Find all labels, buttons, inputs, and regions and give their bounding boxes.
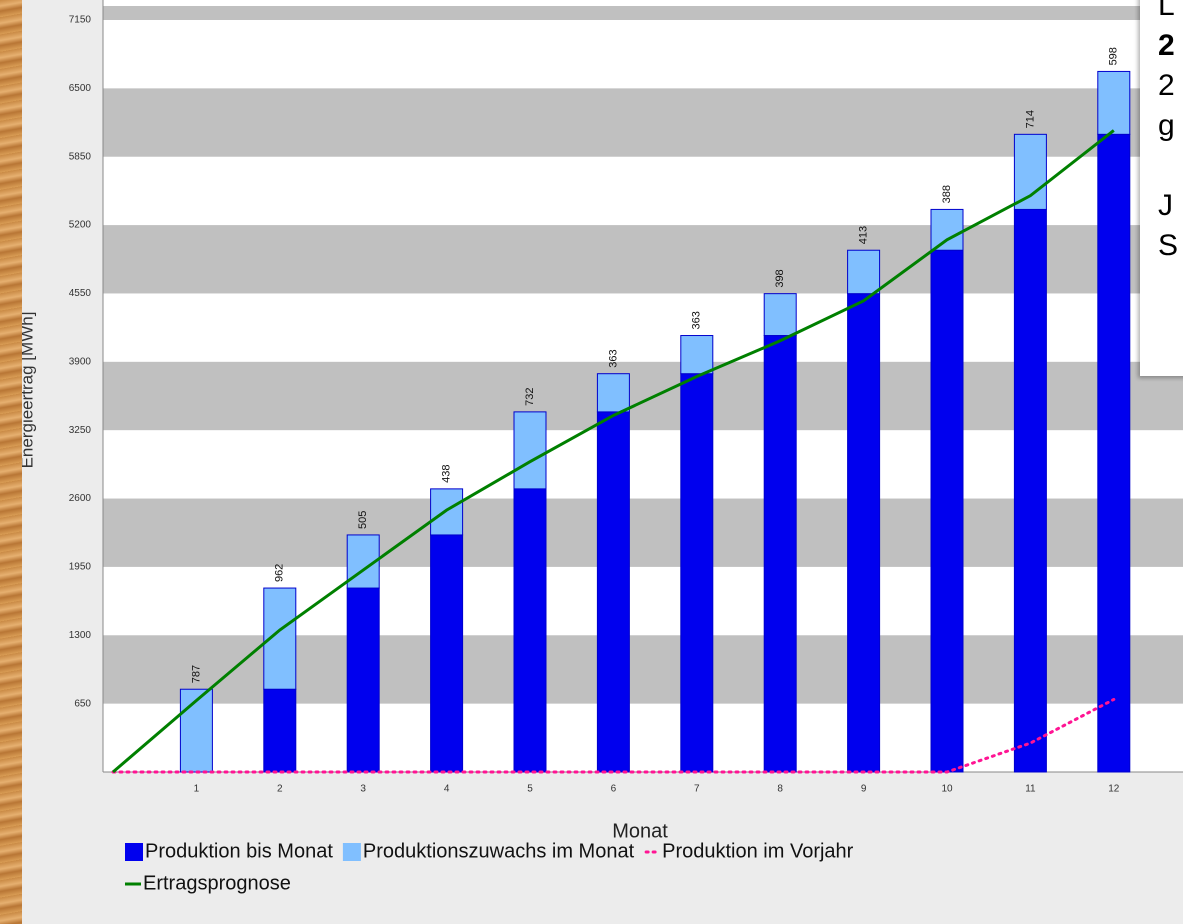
bar-segment: [263, 688, 297, 773]
bar-segment: [763, 335, 797, 773]
y-tick-label: 1950: [69, 562, 92, 573]
value-label: 413: [858, 226, 870, 244]
x-tick-label: 11: [1025, 784, 1036, 795]
grid-band: [103, 498, 1183, 567]
value-label: 363: [607, 349, 619, 367]
y-tick-label: 3250: [69, 425, 92, 436]
legend-label: Produktion im Vorjahr: [662, 840, 854, 862]
overlay-line: S: [1158, 229, 1179, 262]
dotted-line: [111, 697, 1116, 774]
grid-band: [103, 225, 1183, 294]
wood-border: [0, 0, 22, 924]
y-tick-label: 5850: [69, 151, 92, 162]
y-tick-label: 6500: [69, 83, 92, 94]
bar-segment: [763, 293, 797, 337]
overlay-line: L: [1158, 0, 1175, 22]
bar-segment: [1097, 70, 1131, 135]
overlay-line: 2: [1158, 69, 1175, 102]
legend-swatch: [125, 843, 143, 861]
bar-segment: [1013, 208, 1047, 773]
value-label: 398: [774, 269, 786, 287]
x-tick-label: 2: [277, 784, 283, 795]
bar-segment: [430, 534, 464, 773]
y-tick-label: 2600: [69, 493, 92, 504]
legend-item: Produktion bis Monat: [125, 840, 333, 862]
y-tick-label: 3900: [69, 356, 92, 367]
x-tick-label: 10: [941, 784, 953, 795]
x-axis-title: Monat: [612, 820, 668, 842]
x-tick-label: 1: [194, 784, 200, 795]
value-label: 438: [441, 465, 453, 483]
y-tick-label: 650: [74, 698, 91, 709]
legend-item: Produktion im Vorjahr: [644, 840, 854, 862]
y-tick-label: 1300: [69, 630, 92, 641]
bar-segment: [513, 488, 547, 773]
bar-segment: [179, 688, 213, 773]
bar-segment: [930, 249, 964, 773]
grid-band: [103, 88, 1183, 157]
value-label: 714: [1024, 110, 1036, 128]
top-band: [103, 6, 1183, 20]
x-tick-label: 7: [694, 784, 700, 795]
value-label: 787: [190, 665, 202, 683]
legend-label: Produktion bis Monat: [145, 840, 333, 862]
value-label: 388: [941, 185, 953, 203]
value-label: 363: [691, 311, 703, 329]
bar-segment: [346, 587, 380, 773]
overlay-line: g: [1158, 109, 1175, 142]
x-tick-label: 12: [1108, 784, 1120, 795]
line: [112, 129, 1115, 774]
legend-label: Produktionszuwachs im Monat: [363, 840, 635, 862]
bar-segment: [930, 208, 964, 251]
x-tick-label: 3: [360, 784, 366, 795]
bar-segment: [513, 411, 547, 490]
overlay-line: J: [1158, 189, 1173, 222]
legend-item: Produktionszuwachs im Monat: [342, 840, 635, 862]
legend-item: Ertragsprognose: [125, 872, 291, 894]
bar-segment: [847, 249, 881, 295]
bar-segment: [596, 411, 630, 773]
x-tick-label: 5: [527, 784, 533, 795]
y-axis-title: Energieertrag [MWh]: [17, 312, 36, 469]
y-tick-label: 7150: [69, 15, 92, 26]
x-tick-label: 4: [444, 784, 450, 795]
grid-band: [103, 361, 1183, 431]
bar-segment: [680, 335, 714, 375]
legend-label: Ertragsprognose: [143, 872, 291, 894]
spacer: [1158, 146, 1183, 186]
overlay-line: 2: [1158, 29, 1175, 62]
x-tick-label: 8: [777, 784, 783, 795]
bar-segment: [680, 373, 714, 773]
bar-segment: [847, 293, 881, 773]
value-label: 732: [524, 388, 536, 406]
value-label: 598: [1108, 47, 1120, 65]
bar-segment: [1013, 133, 1047, 210]
legend-swatch: [342, 843, 361, 861]
x-tick-label: 6: [611, 784, 617, 795]
x-tick-label: 9: [861, 784, 867, 795]
value-label: 962: [274, 564, 286, 582]
overlay-box: L 2 2 g J S: [1140, 0, 1183, 376]
value-label: 505: [357, 511, 369, 529]
bar-segment: [1097, 133, 1131, 773]
y-tick-label: 4550: [69, 288, 92, 299]
y-tick-label: 5200: [69, 220, 92, 231]
bar-segment: [596, 373, 630, 413]
